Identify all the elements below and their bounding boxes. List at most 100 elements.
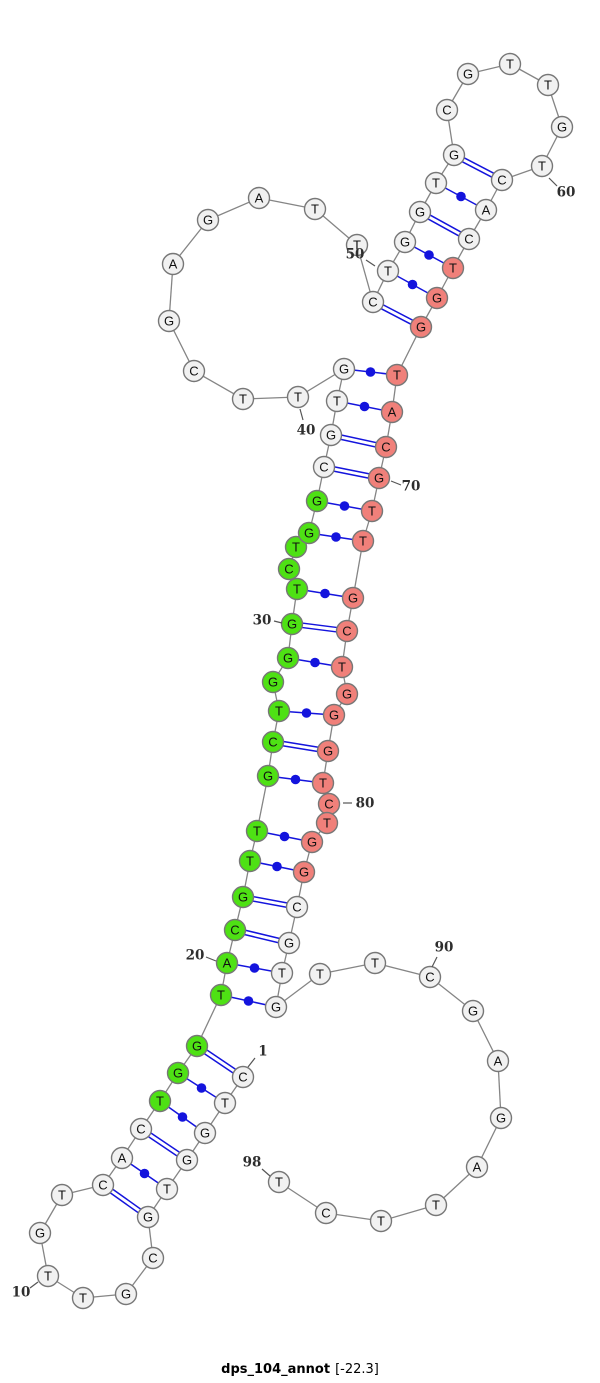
nucleotide-circle xyxy=(345,233,369,257)
base-letter: T xyxy=(368,504,376,519)
nucleotide-circle xyxy=(267,1170,291,1194)
position-label-1: 1 xyxy=(258,1044,267,1060)
nucleotide-circle xyxy=(300,830,324,854)
nucleotide-24: T xyxy=(245,819,269,843)
nucleotide-circle xyxy=(385,363,409,387)
pair-dot xyxy=(310,657,320,668)
nucleotide-circle xyxy=(367,466,391,490)
nucleotide-circle xyxy=(238,849,262,873)
nucleotide-circle xyxy=(442,143,466,167)
nucleotide-circle xyxy=(245,819,269,843)
nucleotide-circle xyxy=(28,1221,52,1245)
nucleotide-circle xyxy=(325,389,349,413)
nucleotide-circle xyxy=(341,586,365,610)
nucleotide-circle xyxy=(110,1146,134,1170)
position-tick xyxy=(273,620,283,624)
position-label-10: 10 xyxy=(12,1285,31,1301)
nucleotide-40: T xyxy=(286,385,310,409)
nucleotide-circle xyxy=(280,612,304,636)
nucleotide-22: G xyxy=(231,885,255,909)
nucleotide-circle xyxy=(196,208,220,232)
base-letter: C xyxy=(425,970,434,985)
base-letter: G xyxy=(299,865,309,880)
pair-dot xyxy=(177,1112,188,1122)
nucleotide-50: T xyxy=(376,259,400,283)
nucleotide-88: T xyxy=(308,962,332,986)
nucleotide-75: T xyxy=(330,655,354,679)
pair-dot xyxy=(249,963,260,973)
base-letter: C xyxy=(238,1070,247,1085)
nucleotide-circle xyxy=(215,951,239,975)
nucleotide-61: C xyxy=(490,168,514,192)
position-labels: 1 10 20 30 40 50 60 70 80 90 98 xyxy=(12,177,575,1301)
nucleotide-circle xyxy=(256,764,280,788)
nucleotide-circle xyxy=(155,1177,179,1201)
pair-dot xyxy=(290,774,301,785)
base-letter: G xyxy=(307,835,317,850)
nucleotide-circle xyxy=(36,1264,60,1288)
base-letter: G xyxy=(200,1126,210,1141)
nucleotide-60: T xyxy=(530,154,554,178)
base-letter: G xyxy=(35,1226,45,1241)
nucleotide-circle xyxy=(380,400,404,424)
base-letter: T xyxy=(275,1175,283,1190)
base-letter: C xyxy=(98,1178,107,1193)
nucleotide-63: C xyxy=(457,227,481,251)
base-letter: G xyxy=(323,744,333,759)
nucleotide-95: T xyxy=(424,1193,448,1217)
base-letter: G xyxy=(312,494,322,509)
nucleotide-circle xyxy=(114,1282,138,1306)
position-tick xyxy=(247,1057,256,1068)
nucleotide-17: G xyxy=(166,1061,190,1085)
base-letter: T xyxy=(323,816,331,831)
base-letter: G xyxy=(342,687,352,702)
nucleotide-35: G xyxy=(305,489,329,513)
nucleotide-circle xyxy=(277,557,301,581)
base-letter: G xyxy=(449,148,459,163)
nucleotide-circle xyxy=(264,995,288,1019)
nucleotide-circle xyxy=(285,895,309,919)
base-letter: T xyxy=(393,368,401,383)
nucleotide-38: T xyxy=(325,389,349,413)
base-letter: T xyxy=(432,1198,440,1213)
nucleotide-circle xyxy=(182,359,206,383)
nucleotide-circle xyxy=(129,1117,153,1141)
position-label-20: 20 xyxy=(186,948,205,964)
nucleotide-3: G xyxy=(193,1121,217,1145)
position-tick xyxy=(261,1168,271,1177)
nucleotide-49: C xyxy=(361,290,385,314)
nucleotide-53: T xyxy=(424,171,448,195)
nucleotide-45: G xyxy=(196,208,220,232)
nucleotide-circle xyxy=(424,171,448,195)
base-letter: T xyxy=(44,1269,52,1284)
nucleotide-57: T xyxy=(498,52,522,76)
pair-dot xyxy=(243,996,254,1006)
base-letter: A xyxy=(223,956,232,971)
base-letter: T xyxy=(221,1096,229,1111)
nucleotide-circle xyxy=(486,1049,510,1073)
nucleotide-67: T xyxy=(385,363,409,387)
base-letter: T xyxy=(275,704,283,719)
position-label-50: 50 xyxy=(346,247,365,263)
nucleotide-circle xyxy=(457,227,481,251)
base-letter: T xyxy=(217,988,225,1003)
nucleotide-circle xyxy=(185,1034,209,1058)
base-letter: G xyxy=(329,708,339,723)
base-letter: C xyxy=(497,173,506,188)
base-letter: T xyxy=(353,238,361,253)
nucleotide-34: G xyxy=(297,521,321,545)
base-letter: A xyxy=(473,1160,482,1175)
nucleotide-circle xyxy=(316,739,340,763)
base-letter: A xyxy=(118,1151,127,1166)
pair-dot xyxy=(339,501,350,511)
nucleotide-circle xyxy=(332,357,356,381)
nucleotide-82: G xyxy=(300,830,324,854)
nucleotide-58: T xyxy=(536,73,560,97)
pair-dot xyxy=(272,861,282,872)
pair-dot xyxy=(456,191,466,202)
nucleotide-84: C xyxy=(285,895,309,919)
base-letter: C xyxy=(324,797,333,812)
nucleotide-circle xyxy=(91,1173,115,1197)
nucleotide-25: G xyxy=(256,764,280,788)
nucleotide-44: A xyxy=(161,252,185,276)
